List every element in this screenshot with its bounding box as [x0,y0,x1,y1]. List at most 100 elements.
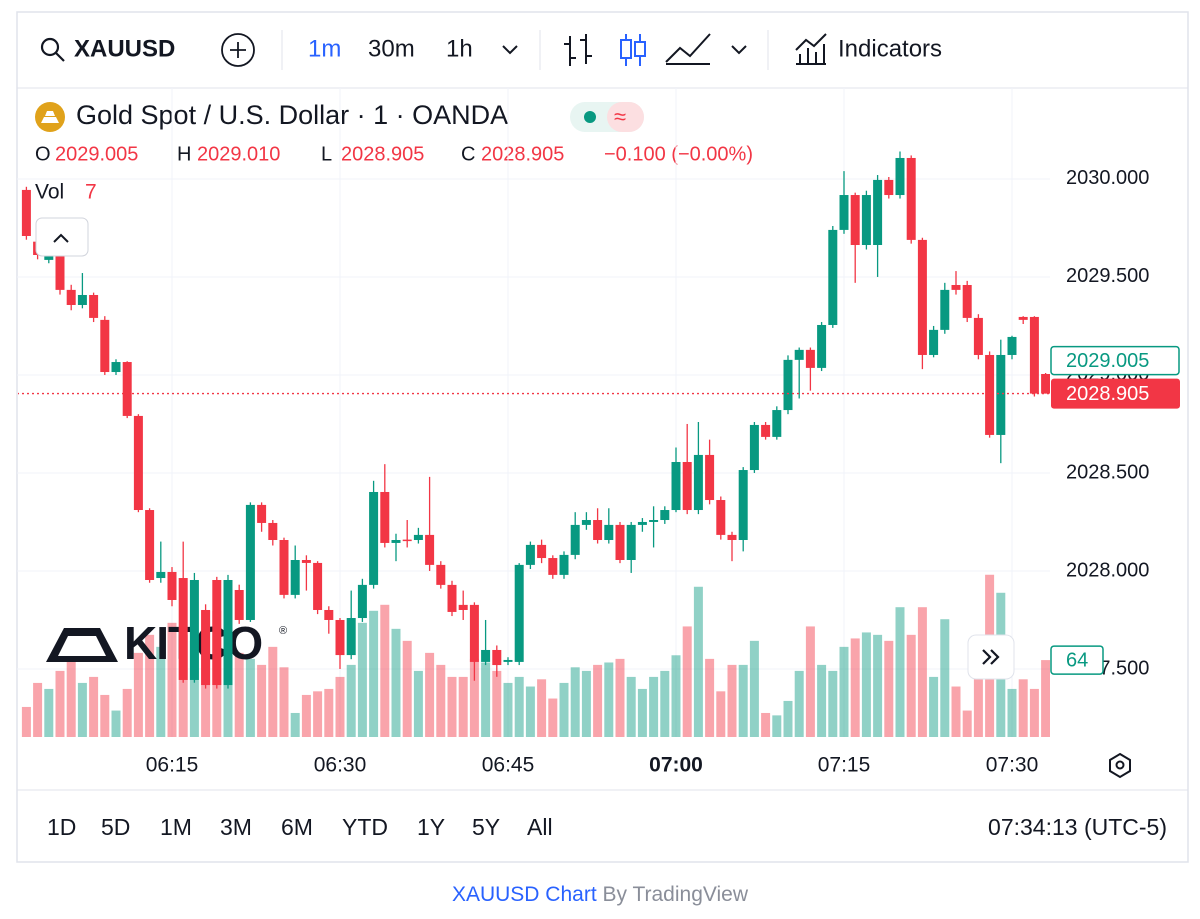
candle-body [671,461,681,511]
range-button[interactable]: YTD [342,814,388,840]
candle-body [89,294,99,318]
volume-bar [828,670,838,737]
volume-bar [335,676,345,737]
volume-bar [570,667,580,737]
x-tick-label: 07:30 [986,754,1039,777]
volume-bar [693,586,703,737]
range-button[interactable]: All [527,814,553,840]
volume-bar [906,634,916,737]
axes: 2027.5002028.0002028.5002029.0002029.500… [146,167,1180,777]
range-button[interactable]: 6M [281,814,313,840]
candle-body [201,609,211,686]
candle-body [167,571,177,600]
candles [18,151,1050,689]
range-button[interactable]: 1Y [417,814,445,840]
candle-body [693,454,703,511]
candle-body [268,522,278,541]
candle-body [985,354,995,435]
candle-body [525,544,535,565]
candle-body [626,524,636,560]
volume-bar [66,658,76,737]
footer-by: By TradingView [603,883,749,906]
compare-button[interactable] [221,33,255,67]
candle-body [940,289,950,330]
volume-bar [783,700,793,737]
footer-link[interactable]: XAUUSD Chart [452,883,597,906]
range-button[interactable]: 1M [160,814,192,840]
volume-bar [89,676,99,737]
volume-bar [469,658,479,737]
candle-body [895,157,905,196]
legend-key: O [35,143,51,165]
volume-bar [649,676,659,737]
candle-body [705,454,715,501]
volume-bar [21,706,31,737]
candle-body [906,157,916,240]
candle-body [962,284,972,318]
area-icon[interactable] [665,33,711,65]
price-label: 2029.005 [1066,350,1149,372]
candle-body [637,521,647,525]
indicators-icon[interactable] [795,33,827,65]
candle-body [324,609,334,620]
candle-body [66,289,76,305]
volume-bar [447,676,457,737]
candle-body [402,539,412,542]
volume-bar [772,715,782,737]
bar-icon[interactable] [564,34,592,66]
candle-body [1041,373,1050,394]
volume-bar [357,622,367,737]
symbol-header: Gold Spot / U.S. Dollar · 1 · OANDA ≈ Vo… [35,100,644,204]
volume-bar [436,664,446,737]
volume-bar [705,658,715,737]
volume-bar [660,670,670,737]
candle-body [761,424,771,437]
volume-label: Vol [35,181,64,204]
interval[interactable]: 1h [446,35,473,62]
candle-body [794,349,804,360]
indicators-button[interactable]: Indicators [838,35,942,62]
candle-body [570,524,580,555]
chevron[interactable] [502,45,518,55]
volume-bar [761,712,771,737]
candle-body [593,520,603,541]
candle-body [884,179,894,196]
legend-key: L [321,143,332,165]
interval[interactable]: 30m [368,35,415,62]
candle-body [727,534,737,541]
chevron[interactable] [731,45,747,55]
candle-body [44,255,54,260]
range-button[interactable]: 3M [220,814,252,840]
volume-bar [973,646,983,737]
volume-bar [189,640,199,737]
status-pill [607,102,644,132]
volume-bar [794,670,804,737]
range-button[interactable]: 1D [47,814,76,840]
volume-bar [593,664,603,737]
candle-body [873,179,883,246]
volume-bar [581,670,591,737]
range-button[interactable]: 5D [101,814,130,840]
symbol[interactable]: XAUUSD [74,35,175,62]
volume-bar [817,664,827,737]
volume-bar [749,640,759,737]
settings-button[interactable] [1109,752,1131,779]
legend-change: −0.100 (−0.00%) [604,143,753,165]
candle-body [1018,316,1028,320]
candle-body [369,491,379,585]
search-icon[interactable] [40,37,60,57]
candle-body [77,294,87,305]
bottom-bar: 07:34:13 (UTC-5) 1D 5D 1M 3M 6M YTD 1Y 5Y All [47,814,1167,840]
toolbar: XAUUSD 1m 30m 1h Indicators [40,30,942,70]
data-status: ≈ [614,104,626,129]
volume-bar [77,682,87,737]
interval[interactable]: 1m [308,35,341,62]
candle-body [861,195,871,246]
ohlc-legend: O 2029.005 H 2029.010 L 2028.905 C 2028.905 −0.1… [35,143,753,165]
range-button[interactable]: 5Y [472,814,500,840]
legend-value: 2028.905 [341,143,424,165]
volume-bar [895,607,905,737]
volume-bar [604,662,614,737]
chart-title: Gold Spot / U.S. Dollar · 1 · OANDA [76,100,508,130]
